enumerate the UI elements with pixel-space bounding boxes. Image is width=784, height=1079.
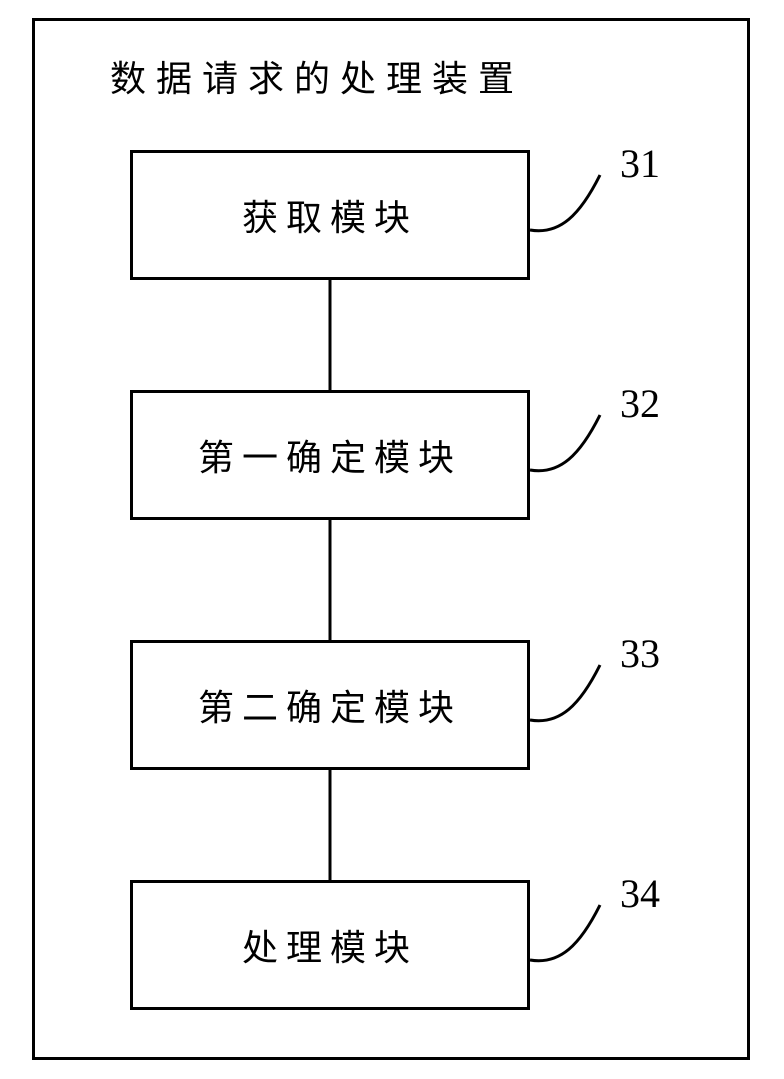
node-process-module: 处理模块 [130,880,530,1010]
node-number-33: 33 [620,630,660,677]
node-second-determine-module: 第二确定模块 [130,640,530,770]
node-number-34: 34 [620,870,660,917]
node-label: 第二确定模块 [198,679,462,731]
diagram-canvas: 数据请求的处理装置 获取模块 31 第一确定模块 32 第二确定模块 33 处理… [0,0,784,1079]
diagram-title: 数据请求的处理装置 [110,50,524,102]
node-label: 获取模块 [242,189,418,241]
node-acquire-module: 获取模块 [130,150,530,280]
node-label: 第一确定模块 [198,429,462,481]
node-number-31: 31 [620,140,660,187]
node-label: 处理模块 [242,919,418,971]
node-first-determine-module: 第一确定模块 [130,390,530,520]
node-number-32: 32 [620,380,660,427]
